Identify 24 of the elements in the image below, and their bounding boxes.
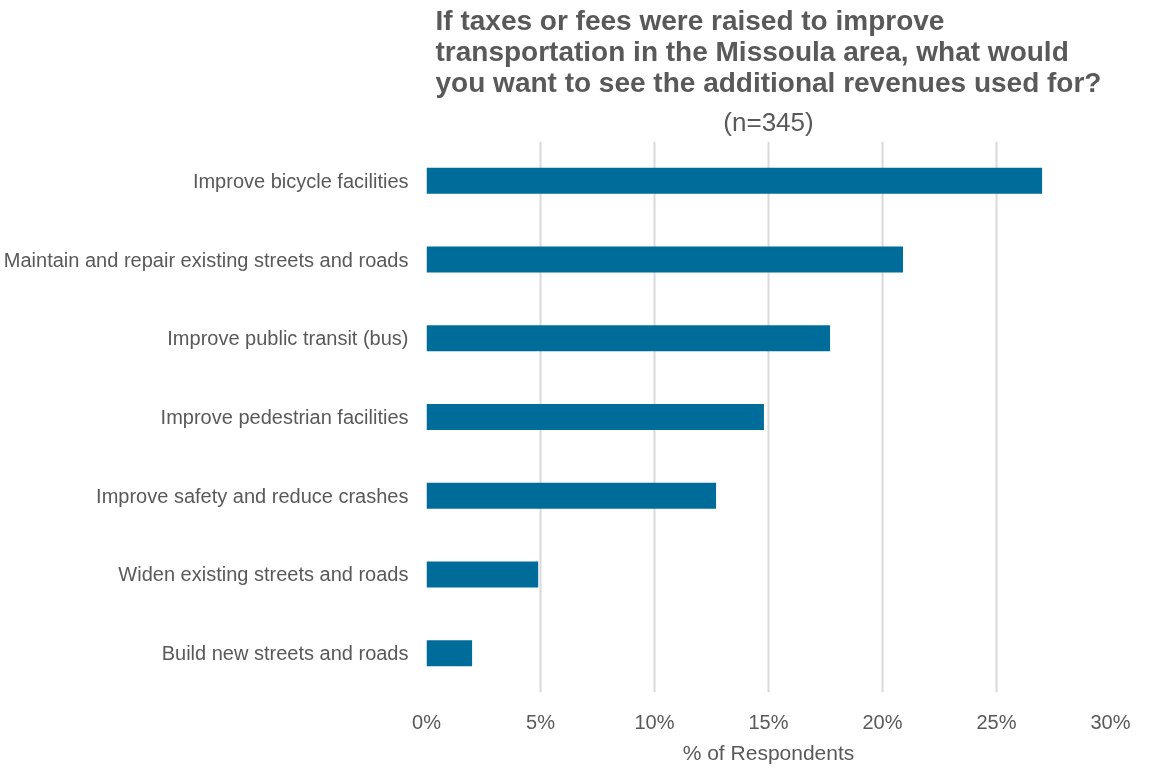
x-tick-label: 10%	[634, 710, 675, 733]
bar	[426, 482, 717, 509]
x-tick-label: 20%	[862, 710, 903, 733]
bar	[426, 167, 1043, 194]
bar	[426, 404, 764, 430]
x-tick-label: 15%	[748, 710, 789, 733]
x-tick-label: 25%	[976, 710, 1017, 733]
bar	[426, 640, 473, 667]
x-tick-label: 30%	[1090, 710, 1131, 733]
y-tick-label: Improve bicycle facilities	[192, 169, 409, 192]
y-tick-label: Improve public transit (bus)	[167, 327, 409, 350]
bar	[426, 325, 831, 352]
y-tick-label: Build new streets and roads	[161, 642, 409, 665]
y-tick-label: Improve safety and reduce crashes	[96, 484, 409, 507]
chart-subtitle: (n=345)	[723, 106, 814, 137]
bar	[426, 246, 904, 273]
bar	[426, 561, 539, 588]
x-tick-label: 0%	[412, 710, 442, 733]
y-tick-label: Maintain and repair existing streets and roads	[3, 248, 409, 271]
x-tick-label: 5%	[526, 710, 556, 733]
y-tick-label: Improve pedestrian facilities	[160, 406, 409, 428]
chart-title: If taxes or fees were raised to improve transportation in the Missoula area, what would you want to see the additional revenues used for?	[435, 4, 1102, 98]
x-axis-title: % of Respondents	[682, 740, 855, 764]
y-tick-label: Widen existing streets and roads	[118, 563, 409, 586]
